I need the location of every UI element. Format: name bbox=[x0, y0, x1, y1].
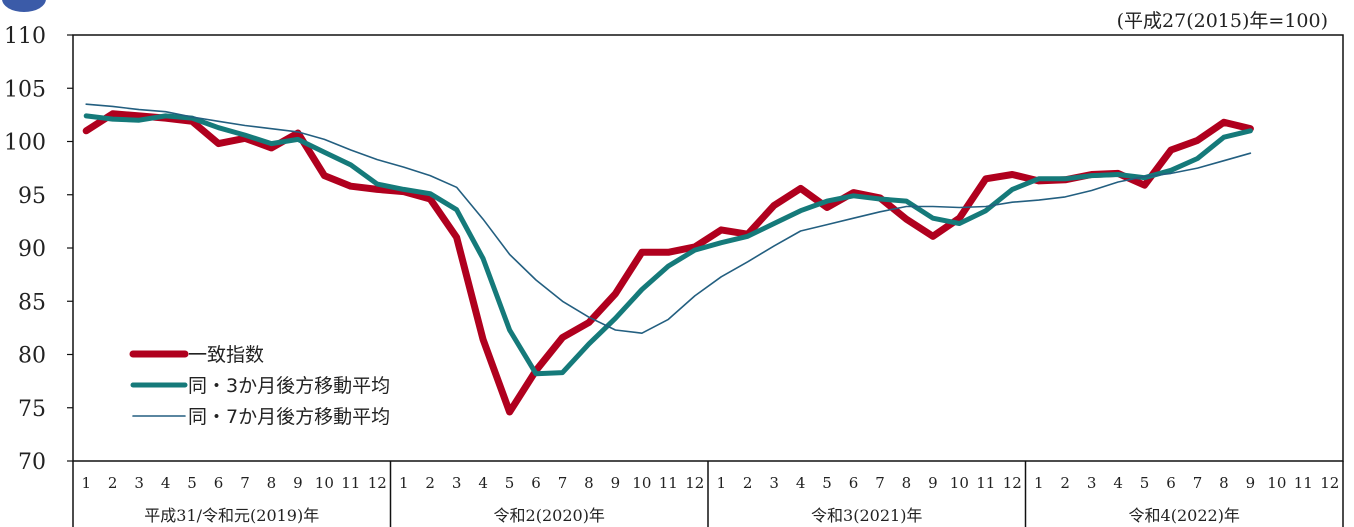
month-tick-label: 6 bbox=[849, 474, 859, 492]
month-tick-label: 8 bbox=[584, 474, 594, 492]
month-tick-label: 12 bbox=[685, 474, 704, 492]
ytick-label: 95 bbox=[18, 184, 46, 209]
month-tick-label: 3 bbox=[452, 474, 462, 492]
month-tick-label: 3 bbox=[1087, 474, 1097, 492]
month-tick-label: 3 bbox=[769, 474, 779, 492]
month-tick-label: 5 bbox=[187, 474, 197, 492]
month-tick-label: 11 bbox=[976, 474, 995, 492]
month-tick-label: 10 bbox=[315, 474, 334, 492]
month-tick-label: 1 bbox=[1034, 474, 1044, 492]
month-tick-label: 9 bbox=[611, 474, 621, 492]
month-tick-label: 7 bbox=[558, 474, 568, 492]
month-tick-label: 11 bbox=[341, 474, 360, 492]
month-tick-label: 5 bbox=[1140, 474, 1150, 492]
month-tick-label: 6 bbox=[531, 474, 541, 492]
month-tick-label: 12 bbox=[368, 474, 387, 492]
corner-badge-circle bbox=[2, 0, 46, 12]
ytick-label: 110 bbox=[4, 24, 46, 49]
ytick-label: 105 bbox=[4, 77, 46, 102]
month-tick-label: 8 bbox=[267, 474, 277, 492]
month-tick-label: 8 bbox=[902, 474, 912, 492]
month-tick-label: 9 bbox=[293, 474, 303, 492]
base-year-note: (平成27(2015)年=100) bbox=[1116, 10, 1328, 32]
month-tick-label: 8 bbox=[1219, 474, 1229, 492]
month-tick-label: 2 bbox=[108, 474, 118, 492]
month-tick-label: 5 bbox=[822, 474, 832, 492]
month-tick-label: 2 bbox=[425, 474, 435, 492]
ytick-label: 80 bbox=[18, 344, 46, 369]
month-tick-label: 9 bbox=[928, 474, 938, 492]
month-tick-label: 1 bbox=[399, 474, 409, 492]
month-tick-label: 11 bbox=[659, 474, 678, 492]
month-tick-label: 7 bbox=[875, 474, 885, 492]
legend-label-1: 一致指数 bbox=[188, 344, 264, 366]
month-tick-label: 1 bbox=[81, 474, 91, 492]
month-tick-label: 11 bbox=[1294, 474, 1313, 492]
month-tick-label: 4 bbox=[796, 474, 806, 492]
month-tick-label: 12 bbox=[1320, 474, 1339, 492]
month-tick-label: 9 bbox=[1246, 474, 1256, 492]
ytick-label: 70 bbox=[18, 450, 46, 475]
month-tick-label: 6 bbox=[1166, 474, 1176, 492]
month-tick-label: 4 bbox=[478, 474, 488, 492]
month-tick-label: 1 bbox=[716, 474, 726, 492]
year-label: 令和3(2021)年 bbox=[811, 506, 922, 525]
month-tick-label: 3 bbox=[134, 474, 144, 492]
month-tick-label: 7 bbox=[1193, 474, 1203, 492]
series-line-3 bbox=[85, 103, 1252, 335]
year-label: 令和4(2022)年 bbox=[1129, 506, 1240, 525]
month-tick-label: 6 bbox=[214, 474, 224, 492]
series-line-1 bbox=[82, 110, 1254, 416]
month-tick-label: 10 bbox=[632, 474, 651, 492]
ytick-label: 75 bbox=[18, 397, 46, 422]
month-tick-label: 10 bbox=[1267, 474, 1286, 492]
month-tick-label: 10 bbox=[950, 474, 969, 492]
legend-label-2: 同・3か月後方移動平均 bbox=[188, 375, 390, 397]
month-tick-label: 12 bbox=[1003, 474, 1022, 492]
month-tick-label: 5 bbox=[505, 474, 515, 492]
month-tick-label: 7 bbox=[240, 474, 250, 492]
ytick-label: 85 bbox=[18, 290, 46, 315]
month-tick-label: 4 bbox=[1113, 474, 1123, 492]
month-tick-label: 2 bbox=[1060, 474, 1070, 492]
year-label: 平成31/令和元(2019)年 bbox=[144, 506, 319, 525]
month-tick-label: 4 bbox=[161, 474, 171, 492]
year-label: 令和2(2020)年 bbox=[494, 506, 605, 525]
ytick-label: 90 bbox=[18, 237, 46, 262]
legend-label-3: 同・7か月後方移動平均 bbox=[188, 406, 390, 428]
month-tick-label: 2 bbox=[743, 474, 753, 492]
series-line-2 bbox=[83, 113, 1253, 377]
ytick-label: 100 bbox=[4, 131, 46, 156]
